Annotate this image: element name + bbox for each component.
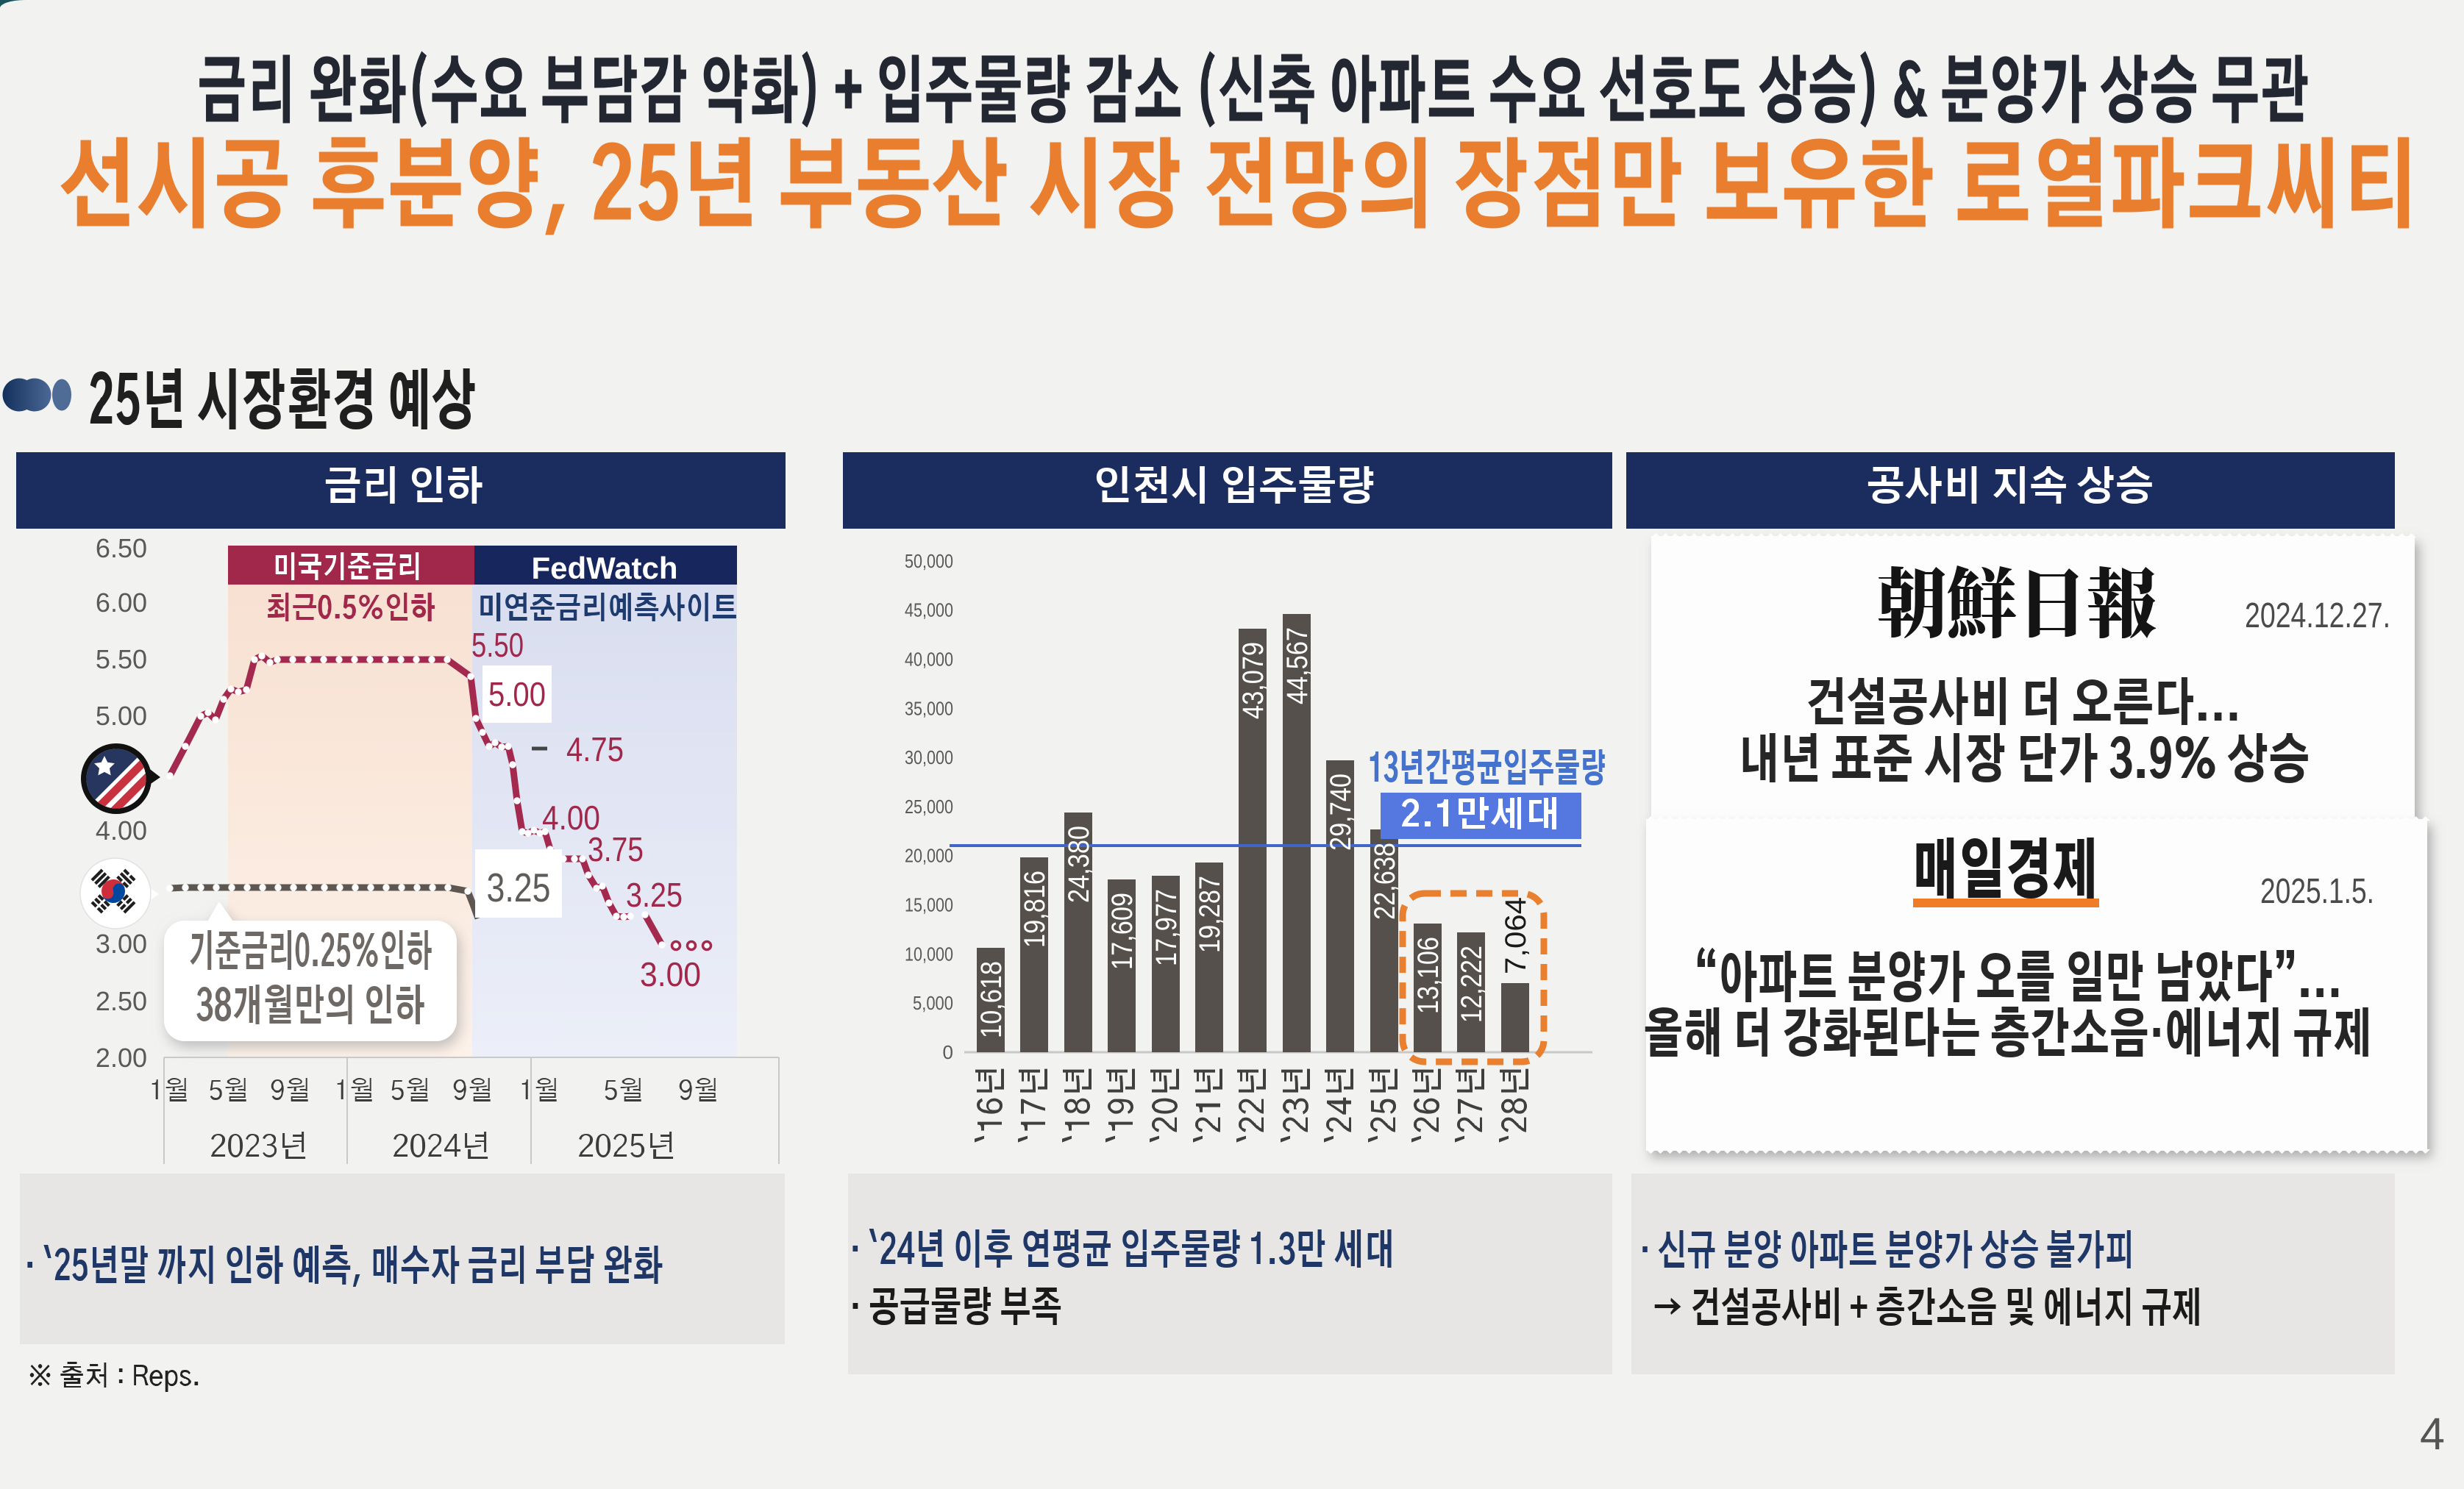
svg-text:6.00: 6.00 xyxy=(96,588,147,618)
svg-text:2025.1.5.: 2025.1.5. xyxy=(2260,872,2374,911)
svg-text:4: 4 xyxy=(2420,1409,2445,1459)
svg-text:3.25: 3.25 xyxy=(487,865,551,910)
svg-text:40,000: 40,000 xyxy=(905,648,953,670)
svg-text:29,740: 29,740 xyxy=(1325,774,1357,851)
svg-text:5.50: 5.50 xyxy=(471,626,524,664)
svg-text:19,287: 19,287 xyxy=(1194,876,1226,953)
svg-text:43,079: 43,079 xyxy=(1237,642,1270,719)
svg-text:3.00: 3.00 xyxy=(640,955,701,993)
svg-text:30,000: 30,000 xyxy=(905,746,953,768)
svg-text:2024.12.27.: 2024.12.27. xyxy=(2245,596,2390,635)
svg-text:25,000: 25,000 xyxy=(905,796,953,818)
svg-text:3.75: 3.75 xyxy=(588,830,644,868)
svg-text:5,000: 5,000 xyxy=(913,992,953,1014)
svg-text:15,000: 15,000 xyxy=(905,894,953,916)
svg-text:2.50: 2.50 xyxy=(96,986,147,1016)
svg-text:4.00: 4.00 xyxy=(96,815,147,846)
svg-text:44,567: 44,567 xyxy=(1281,627,1314,704)
svg-text:5.00: 5.00 xyxy=(488,675,546,713)
svg-text:20,000: 20,000 xyxy=(905,845,953,867)
svg-text:45,000: 45,000 xyxy=(905,599,953,621)
svg-text:17,977: 17,977 xyxy=(1150,889,1183,966)
svg-text:4.00: 4.00 xyxy=(542,799,600,837)
svg-text:24,380: 24,380 xyxy=(1063,826,1095,903)
svg-text:19,816: 19,816 xyxy=(1019,871,1051,948)
svg-text:22,638: 22,638 xyxy=(1369,843,1401,920)
svg-text:3.25: 3.25 xyxy=(626,876,683,914)
svg-text:5.00: 5.00 xyxy=(96,701,147,731)
svg-text:3.00: 3.00 xyxy=(96,929,147,959)
svg-text:35,000: 35,000 xyxy=(905,697,953,719)
svg-text:50,000: 50,000 xyxy=(905,550,953,572)
svg-text:17,609: 17,609 xyxy=(1106,893,1139,970)
svg-text:5.50: 5.50 xyxy=(96,644,147,674)
svg-text:0: 0 xyxy=(943,1041,953,1063)
svg-text:12,222: 12,222 xyxy=(1456,946,1488,1023)
svg-text:13,106: 13,106 xyxy=(1412,937,1445,1014)
svg-text:10,618: 10,618 xyxy=(975,961,1008,1038)
svg-text:FedWatch: FedWatch xyxy=(531,551,677,585)
svg-text:2.00: 2.00 xyxy=(96,1043,147,1073)
svg-text:6.50: 6.50 xyxy=(96,533,147,563)
svg-text:4.75: 4.75 xyxy=(566,730,624,768)
svg-text:10,000: 10,000 xyxy=(905,943,953,965)
svg-text:7,064: 7,064 xyxy=(1500,897,1532,974)
